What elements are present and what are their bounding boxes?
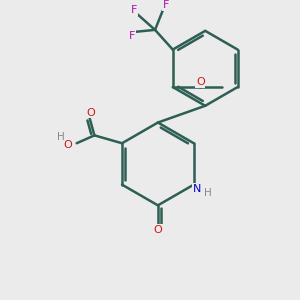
Text: F: F xyxy=(131,5,137,15)
Text: H: H xyxy=(57,132,65,142)
Text: N: N xyxy=(193,184,201,194)
Text: O: O xyxy=(196,77,205,87)
Text: O: O xyxy=(154,225,162,235)
Text: F: F xyxy=(129,31,136,41)
Text: O: O xyxy=(63,140,72,150)
Text: H: H xyxy=(204,188,212,197)
Text: F: F xyxy=(163,0,169,10)
Text: O: O xyxy=(86,108,95,118)
